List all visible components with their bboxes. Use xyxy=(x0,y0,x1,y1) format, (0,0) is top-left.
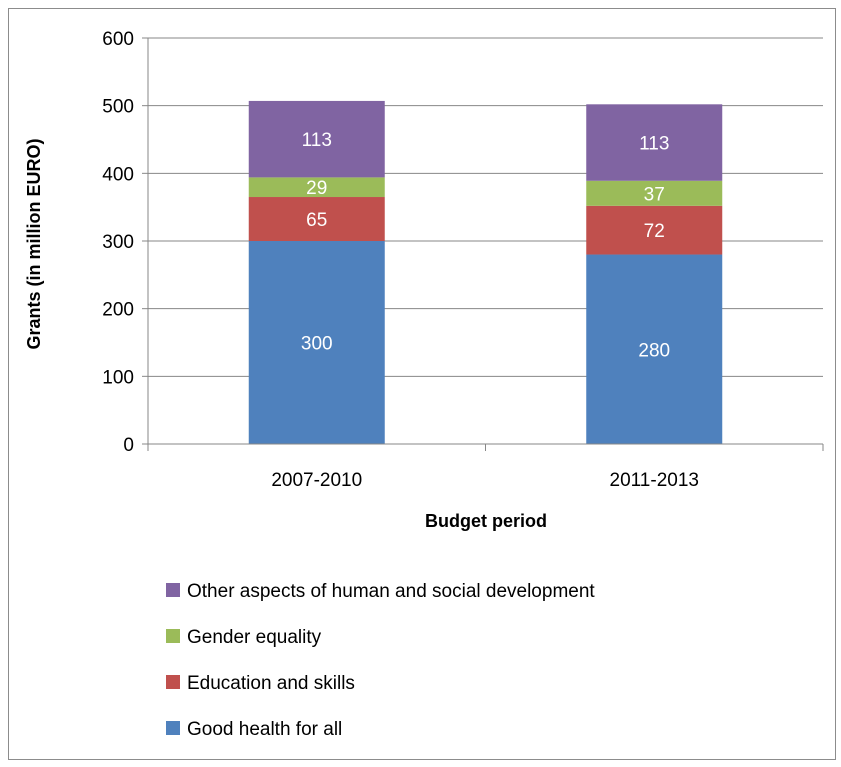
bars xyxy=(248,100,723,444)
data-labels: 300 65 29 113 280 72 37 113 xyxy=(301,130,670,361)
y-axis-title: Grants (in million EURO) xyxy=(24,138,44,349)
y-tick-label: 600 xyxy=(102,29,134,50)
legend-label: Education and skills xyxy=(187,673,355,694)
data-label: 65 xyxy=(306,210,327,231)
y-tick-label: 300 xyxy=(102,232,134,253)
data-label: 113 xyxy=(302,130,332,151)
bar-segment xyxy=(248,197,385,241)
bar-segment xyxy=(586,205,723,255)
bar-segment xyxy=(586,254,723,444)
data-label: 29 xyxy=(306,178,327,199)
legend-swatch xyxy=(166,583,180,597)
data-label: 280 xyxy=(638,340,670,361)
data-label: 113 xyxy=(639,134,669,155)
legend-swatch xyxy=(166,721,180,735)
bar-segment xyxy=(586,180,723,206)
legend-swatch xyxy=(166,629,180,643)
category-label: 2007-2010 xyxy=(271,470,362,491)
category-label: 2011-2013 xyxy=(610,470,699,491)
y-tick-label: 400 xyxy=(102,164,134,185)
y-tick-label: 100 xyxy=(102,367,134,388)
bar-segment xyxy=(248,241,385,444)
y-tick-label: 200 xyxy=(102,300,134,321)
data-label: 72 xyxy=(644,221,665,242)
bar-segment xyxy=(586,104,723,181)
data-label: 300 xyxy=(301,334,333,355)
data-label: 37 xyxy=(644,184,665,205)
legend-swatch xyxy=(166,675,180,689)
axes xyxy=(142,37,824,451)
x-axis-tick-labels: 2007-2010 2011-2013 xyxy=(271,470,699,491)
legend-label: Good health for all xyxy=(187,719,342,740)
bar-segment xyxy=(248,177,385,198)
legend-label: Other aspects of human and social develo… xyxy=(187,581,595,602)
bar-segment xyxy=(248,100,385,178)
legend: Other aspects of human and social develo… xyxy=(166,581,595,740)
x-axis-title: Budget period xyxy=(425,511,547,531)
legend-label: Gender equality xyxy=(187,627,322,648)
y-axis-tick-labels: 0 100 200 300 400 500 600 xyxy=(102,29,134,456)
y-tick-label: 0 xyxy=(123,435,134,456)
y-tick-label: 500 xyxy=(102,97,134,118)
